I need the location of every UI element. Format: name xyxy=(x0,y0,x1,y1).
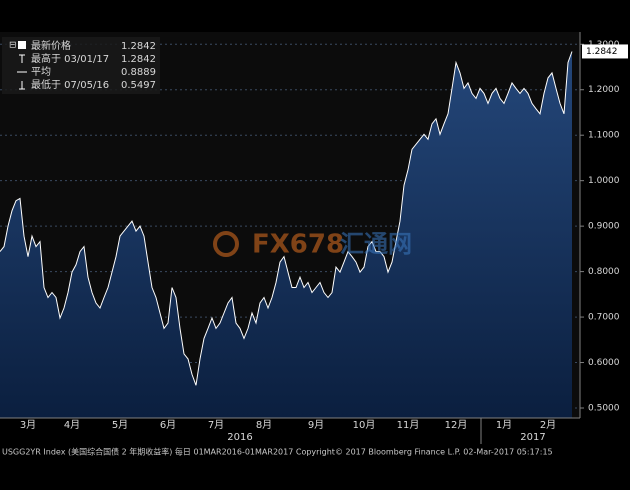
watermark: FX678 汇通网 xyxy=(213,230,412,260)
legend-value: 0.5497 xyxy=(121,80,156,91)
marks xyxy=(0,51,573,418)
last-value-tag xyxy=(582,44,628,59)
watermark-text: FX678 xyxy=(252,230,344,260)
year-label: 2016 xyxy=(227,432,252,443)
y-tick-label: 1.2000 xyxy=(588,85,620,95)
y-tick-label: 1.1000 xyxy=(588,131,620,141)
watermark-text: 汇通网 xyxy=(340,230,412,258)
x-tick-label: 1月 xyxy=(496,419,512,431)
legend-value: 0.8889 xyxy=(121,67,156,78)
legend-value: 1.2842 xyxy=(121,54,156,65)
y-tick-label: 0.7000 xyxy=(588,313,620,323)
x-tick-label: 5月 xyxy=(112,419,128,431)
area-fill xyxy=(0,51,572,418)
legend-label: 最高于 03/01/17 xyxy=(31,52,109,65)
legend-label: 平均 xyxy=(31,66,51,78)
y-tick-label: 1.0000 xyxy=(588,176,620,186)
line xyxy=(0,51,573,386)
y-tick-label: 0.6000 xyxy=(588,358,620,368)
x-tick-label: 6月 xyxy=(160,419,176,431)
footer: USGG2YR Index (美国综合国债 2 年期收益率) 每日 01MAR2… xyxy=(2,447,553,457)
watermark-logo xyxy=(213,231,239,257)
legend-icon: ⊟ xyxy=(9,41,17,51)
x-tick-label: 9月 xyxy=(308,419,324,431)
legend: ⊟ 最新价格 1.2842 最高于 03/01/17 1.2842 平均 0.8… xyxy=(2,37,160,94)
legend-label: 最新价格 xyxy=(31,39,71,52)
legend-box xyxy=(2,37,160,94)
last-value-label: 1.2842 xyxy=(586,47,618,57)
y-tick-label: 0.9000 xyxy=(588,222,620,232)
legend-value: 1.2842 xyxy=(121,41,156,52)
x-tick-label: 3月 xyxy=(20,419,36,431)
x-tick-label: 8月 xyxy=(256,419,272,431)
legend-icon xyxy=(18,41,26,49)
x-tick-label: 10月 xyxy=(353,419,376,431)
x-tick-label: 2月 xyxy=(540,419,556,431)
x-tick-label: 11月 xyxy=(397,419,420,431)
year-label: 2017 xyxy=(520,432,545,443)
y-tick-label: 0.8000 xyxy=(588,267,620,277)
x-tick-label: 4月 xyxy=(64,419,80,431)
x-tick-label: 7月 xyxy=(208,419,224,431)
legend-label: 最低于 07/05/16 xyxy=(31,78,109,91)
y-tick-label: 0.5000 xyxy=(588,403,620,413)
x-tick-label: 12月 xyxy=(445,419,468,431)
